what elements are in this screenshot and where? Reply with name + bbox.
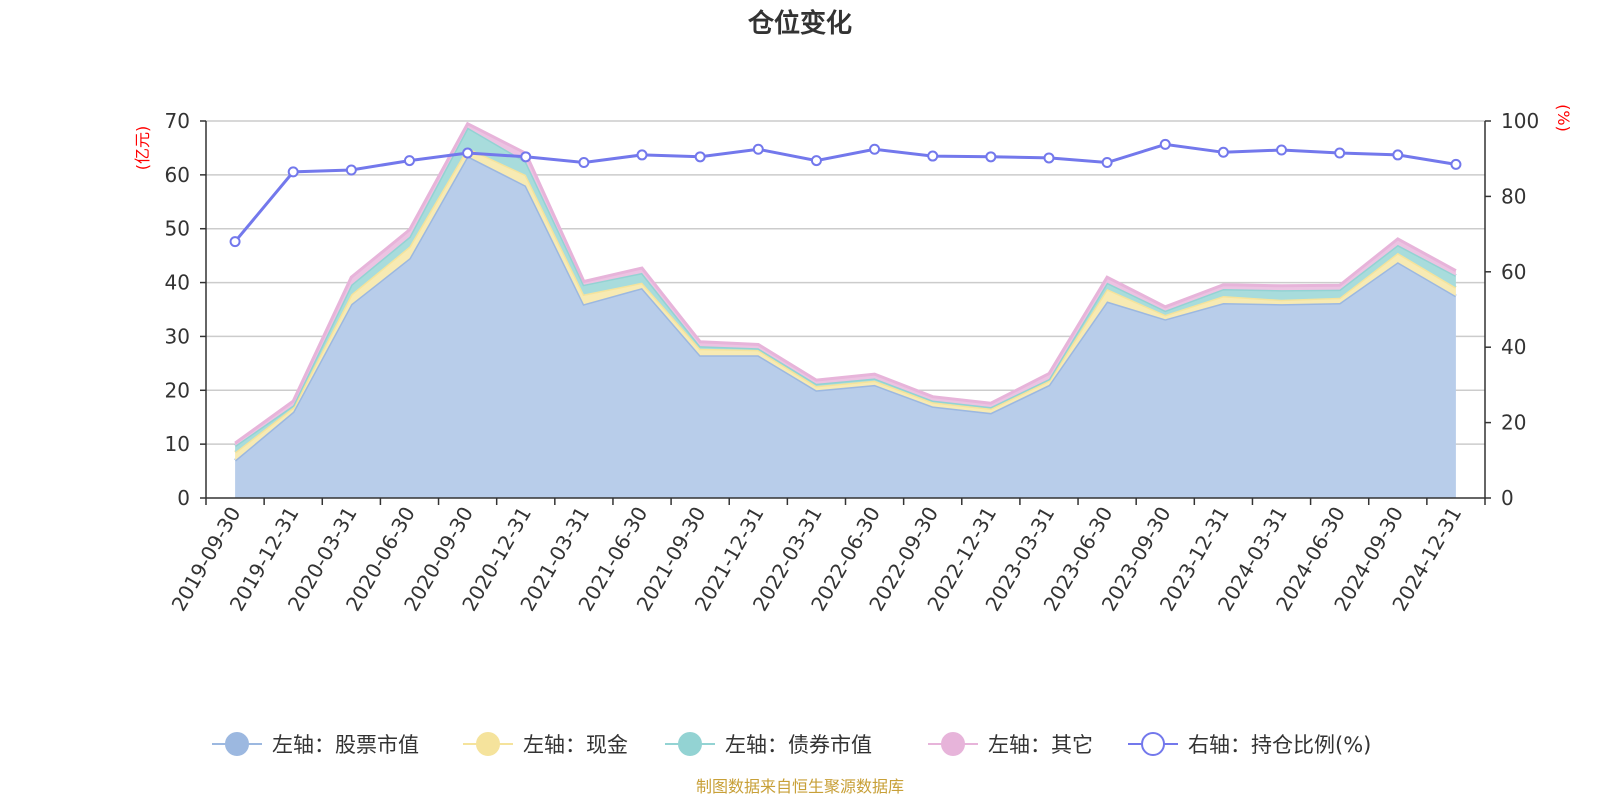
- legend-marker: [1141, 732, 1165, 756]
- position-ratio-point: [1217, 146, 1229, 158]
- position-ratio-point: [694, 151, 706, 163]
- area-左轴：现金: [235, 147, 1456, 461]
- legend-marker: [476, 732, 500, 756]
- position-ratio-point: [520, 151, 532, 163]
- position-ratio-point: [1276, 144, 1288, 156]
- legend-item[interactable]: 左轴：股票市值: [212, 732, 419, 757]
- left-tick-label: 10: [165, 432, 190, 456]
- right-axis-unit: (%): [1554, 104, 1573, 132]
- left-tick-label: 30: [165, 324, 190, 348]
- right-tick-label: 0: [1501, 486, 1514, 510]
- position-ratio-point: [1159, 138, 1171, 150]
- left-tick-label: 70: [165, 109, 190, 133]
- position-ratio-point: [985, 151, 997, 163]
- legend-item[interactable]: 左轴：现金: [463, 732, 628, 757]
- left-axis-unit: (亿元): [133, 126, 152, 171]
- right-tick-label: 100: [1501, 109, 1539, 133]
- position-ratio-point: [403, 155, 415, 167]
- position-ratio-point: [1101, 156, 1113, 168]
- position-ratio-point: [345, 164, 357, 176]
- position-ratio-line: [229, 138, 1462, 248]
- position-ratio-point: [810, 155, 822, 167]
- position-ratio-point: [462, 147, 474, 159]
- position-ratio-point: [927, 150, 939, 162]
- source-note: 制图数据来自恒生聚源数据库: [696, 777, 904, 796]
- position-ratio-point: [1450, 158, 1462, 170]
- legend-label: 左轴：现金: [523, 733, 628, 757]
- position-ratio-point: [578, 156, 590, 168]
- legend[interactable]: 左轴：股票市值 左轴：现金 左轴：债券市值 左轴：其它 右轴：持仓比例(%): [212, 732, 1371, 757]
- right-tick-label: 40: [1501, 335, 1526, 359]
- legend-label: 右轴：持仓比例(%): [1188, 733, 1371, 757]
- right-tick-label: 80: [1501, 184, 1526, 208]
- position-ratio-point: [636, 149, 648, 161]
- position-ratio-point: [287, 166, 299, 178]
- position-ratio-point: [869, 143, 881, 155]
- legend-label: 左轴：股票市值: [272, 733, 419, 757]
- position-ratio-point: [1334, 147, 1346, 159]
- position-ratio-point: [1392, 149, 1404, 161]
- position-ratio-point: [229, 236, 241, 248]
- position-ratio-point: [1043, 152, 1055, 164]
- chart-title: 仓位变化: [747, 8, 852, 39]
- position-ratio-path: [233, 142, 1457, 243]
- right-tick-label: 60: [1501, 260, 1526, 284]
- legend-marker: [941, 732, 965, 756]
- area-edge-左轴：其它: [234, 121, 1457, 445]
- area-左轴：股票市值: [235, 156, 1456, 498]
- right-tick-label: 20: [1501, 411, 1526, 435]
- legend-label: 左轴：其它: [988, 733, 1093, 757]
- legend-marker: [678, 732, 702, 756]
- legend-item[interactable]: 左轴：其它: [928, 732, 1093, 757]
- stacked-areas: [234, 121, 1457, 498]
- left-tick-label: 50: [165, 217, 190, 241]
- legend-item[interactable]: 左轴：债券市值: [665, 732, 872, 757]
- legend-item[interactable]: 右轴：持仓比例(%): [1128, 732, 1371, 757]
- legend-label: 左轴：债券市值: [725, 733, 872, 757]
- left-tick-label: 0: [177, 486, 190, 510]
- left-tick-label: 40: [165, 271, 190, 295]
- left-tick-label: 20: [165, 378, 190, 402]
- legend-marker: [225, 732, 249, 756]
- left-tick-label: 60: [165, 163, 190, 187]
- position-ratio-point: [752, 143, 764, 155]
